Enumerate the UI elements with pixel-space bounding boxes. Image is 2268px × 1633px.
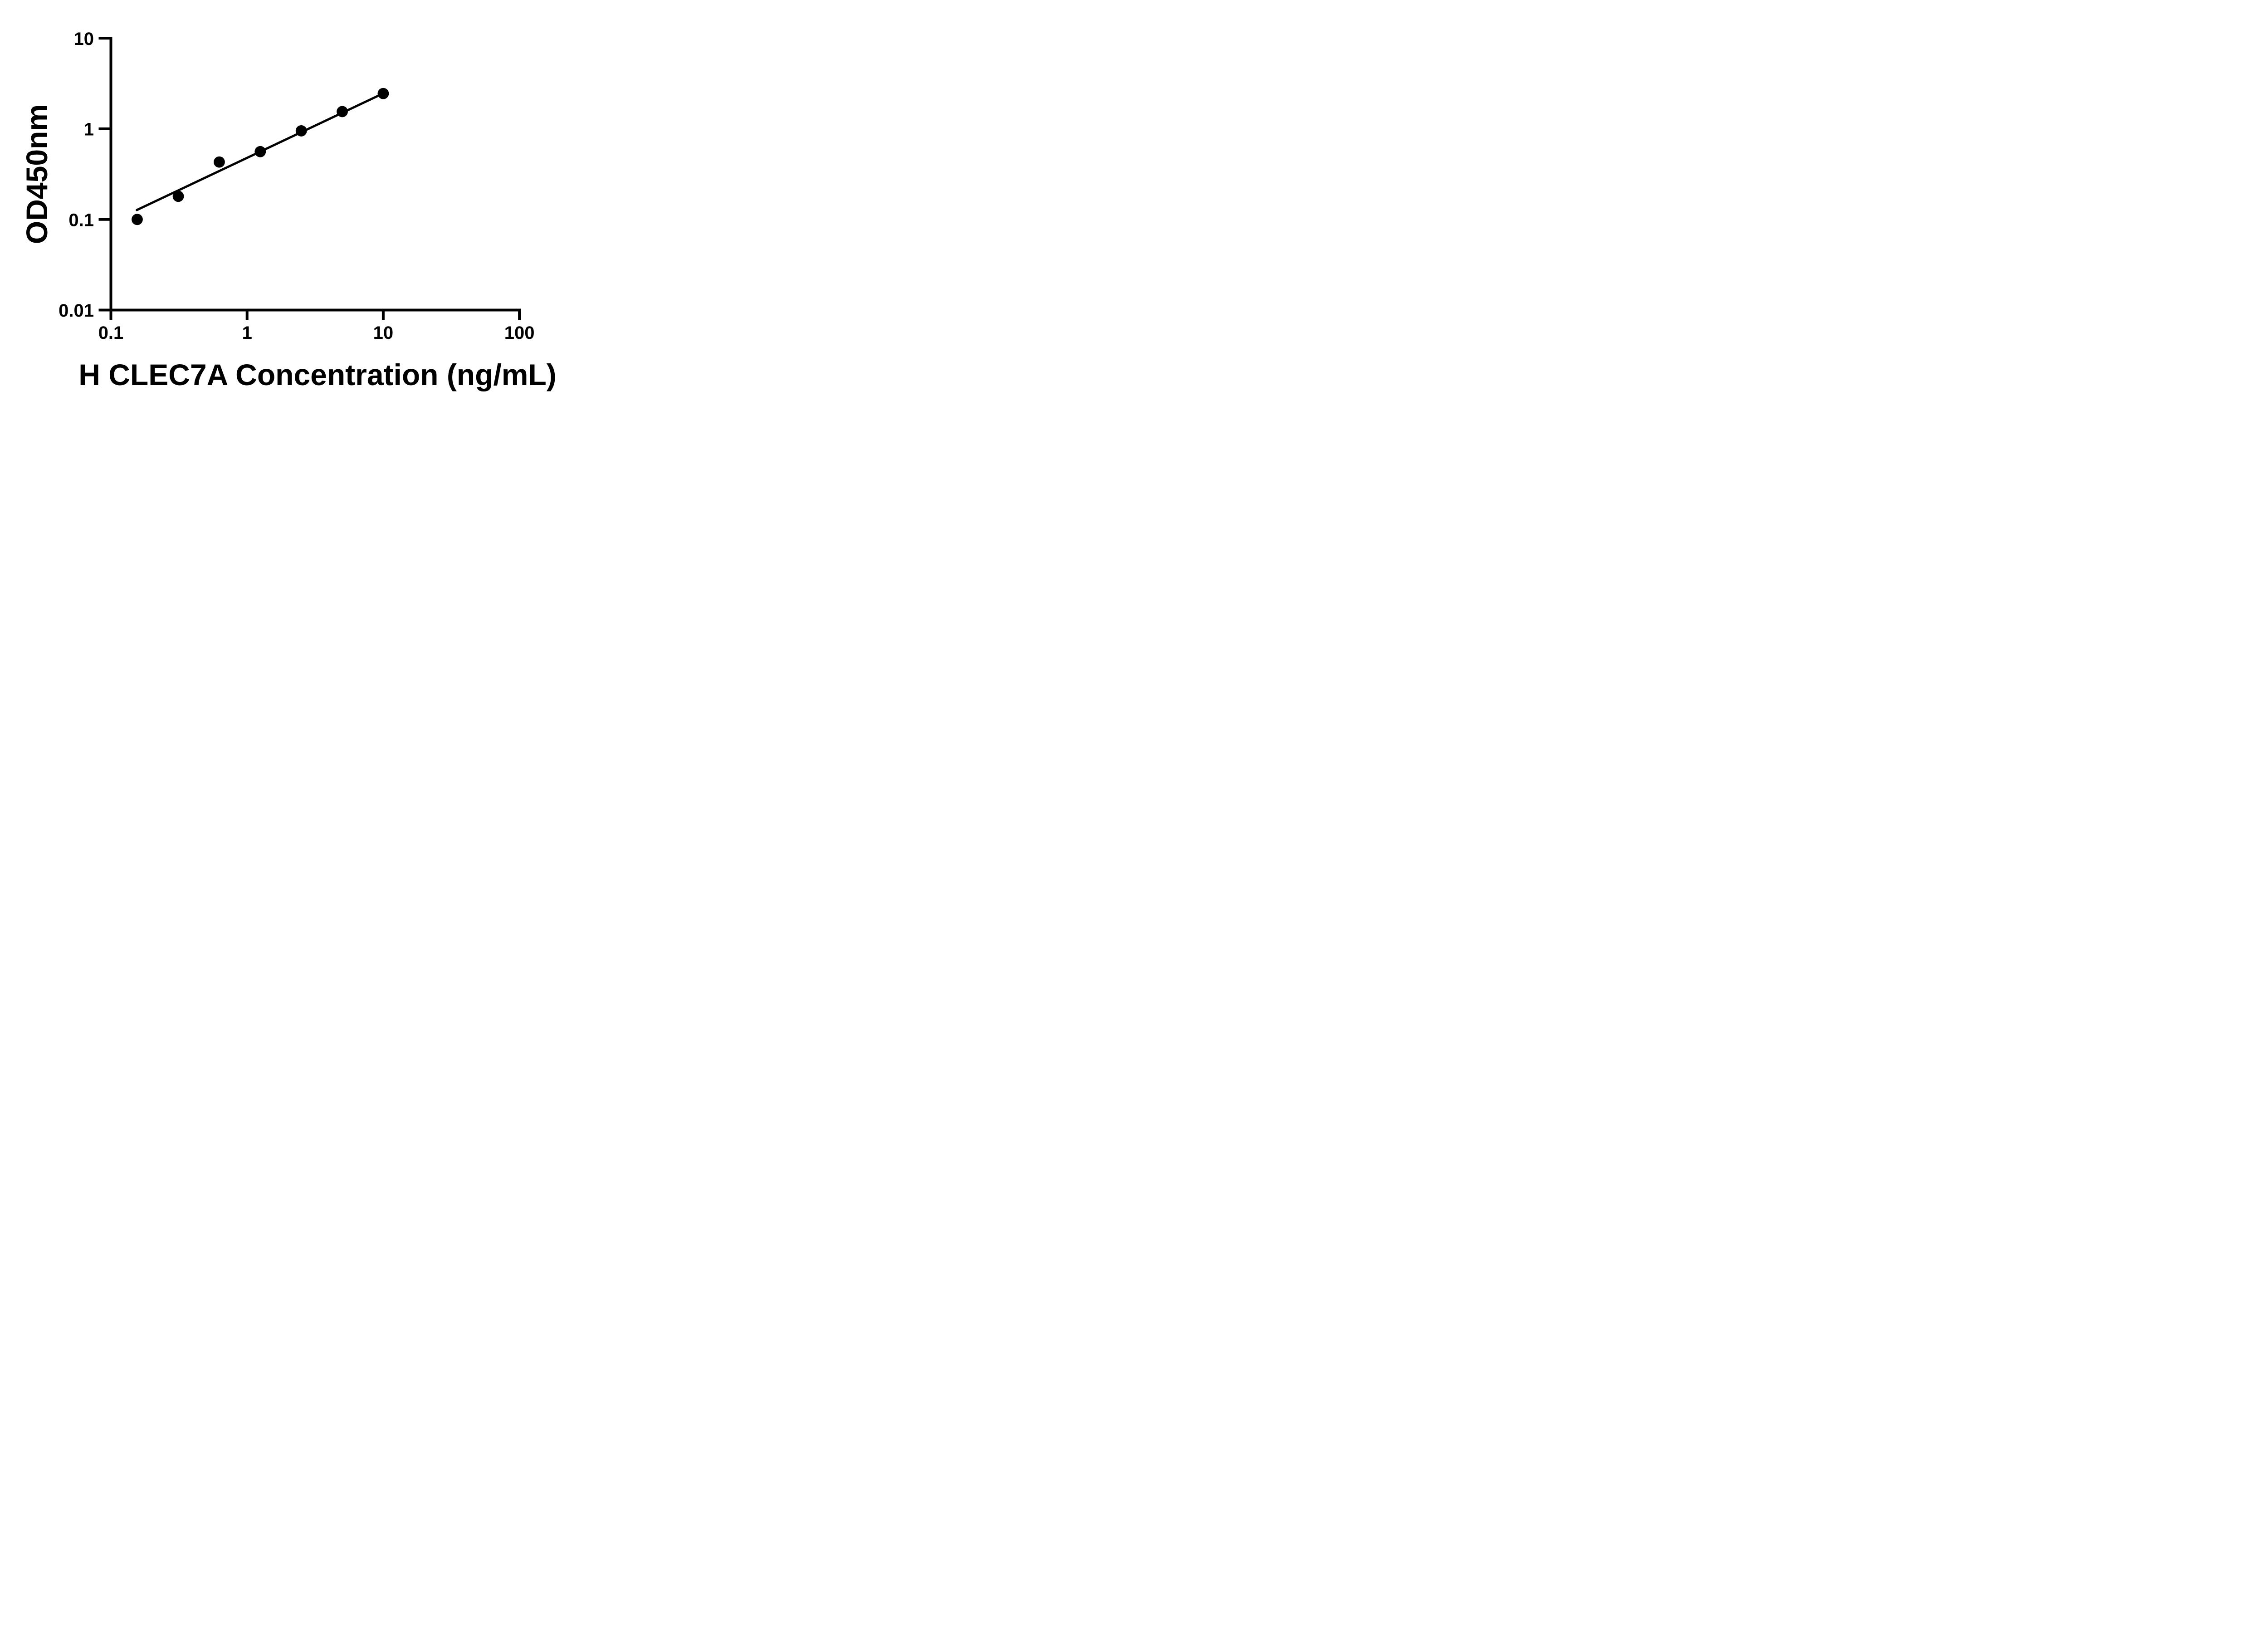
x-tick-label: 10 <box>373 323 394 343</box>
y-axis-tick-labels: 10 1 0.1 0.01 <box>59 29 94 321</box>
data-points-group <box>132 88 389 225</box>
x-axis-ticks <box>109 310 521 320</box>
data-point <box>214 156 225 168</box>
x-axis-title: H CLEC7A Concentration (ng/mL) <box>78 358 557 391</box>
y-tick-label: 1 <box>84 120 94 140</box>
data-point <box>377 88 389 99</box>
data-point <box>295 125 307 137</box>
x-axis-tick-labels: 0.1 1 10 100 <box>98 323 535 343</box>
data-point <box>132 214 143 225</box>
y-tick-label: 0.01 <box>59 301 94 321</box>
standard-curve-figure: 10 1 0.1 0.01 OD450nm 0.1 1 10 100 H CLEC7A Co… <box>0 0 581 408</box>
x-tick-label: 0.1 <box>98 323 124 343</box>
y-axis-title: OD450nm <box>20 104 54 244</box>
y-tick-label: 0.1 <box>68 210 94 230</box>
y-axis-ticks <box>98 37 111 312</box>
data-point <box>337 106 348 117</box>
data-point <box>172 191 184 202</box>
x-tick-label: 100 <box>504 323 535 343</box>
y-axis: 10 1 0.1 0.01 OD450nm <box>20 29 112 321</box>
y-tick-label: 10 <box>74 29 94 49</box>
x-tick-label: 1 <box>242 323 252 343</box>
data-point <box>254 146 266 157</box>
x-axis: 0.1 1 10 100 H CLEC7A Concentration (ng/mL) <box>78 308 557 391</box>
